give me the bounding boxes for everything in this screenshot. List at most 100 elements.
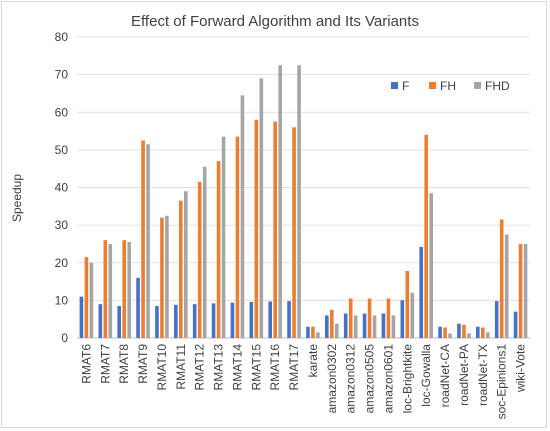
bars-group bbox=[79, 65, 528, 339]
x-tick-label: RMAT10 bbox=[155, 344, 169, 391]
bar-f-rmat6 bbox=[79, 296, 84, 338]
bar-f-roadnet-pa bbox=[457, 323, 461, 338]
gridlines bbox=[77, 36, 530, 339]
x-tick-label: RMAT9 bbox=[136, 344, 150, 384]
bar-fh-loc-gowalla bbox=[424, 134, 428, 338]
bar-fhd-rmat6 bbox=[89, 262, 94, 338]
bar-f-loc-brightkite bbox=[400, 300, 405, 338]
bar-fh-rmat10 bbox=[160, 217, 164, 338]
x-tick-label: soc-Epinions1 bbox=[495, 344, 509, 420]
y-tick-label: 30 bbox=[55, 218, 69, 232]
y-tick-label: 40 bbox=[55, 181, 69, 195]
x-tick-label: roadNet-TX bbox=[476, 344, 490, 406]
x-tick-label: amazon0302 bbox=[325, 344, 339, 414]
bar-f-roadnet-ca bbox=[438, 326, 442, 338]
bar-fhd-soc-epinions1 bbox=[504, 234, 509, 338]
bar-fh-wiki-vote bbox=[518, 243, 523, 338]
bar-fhd-amazon0505 bbox=[372, 315, 377, 338]
bar-fhd-roadnet-ca bbox=[448, 333, 452, 338]
x-tick-label: RMAT8 bbox=[117, 344, 131, 384]
bar-fhd-amazon0312 bbox=[353, 315, 358, 338]
legend-swatch-f bbox=[391, 82, 398, 89]
bar-fhd-karate bbox=[316, 332, 320, 338]
bar-fhd-rmat7 bbox=[108, 243, 113, 338]
bar-f-rmat16 bbox=[268, 301, 272, 338]
y-tick-label: 50 bbox=[55, 143, 69, 157]
bar-fh-loc-brightkite bbox=[405, 271, 410, 338]
y-tick-label: 80 bbox=[55, 30, 69, 44]
bar-fh-rmat7 bbox=[103, 240, 108, 338]
chart-title: Effect of Forward Algorithm and Its Vari… bbox=[131, 13, 419, 30]
bar-fh-amazon0312 bbox=[348, 298, 353, 338]
bar-f-amazon0312 bbox=[343, 313, 348, 338]
legend-swatch-fhd bbox=[474, 82, 481, 89]
x-tick-label: wiki-Vote bbox=[514, 344, 528, 393]
y-tick-label: 70 bbox=[55, 68, 69, 82]
x-tick-label: RMAT16 bbox=[268, 344, 282, 391]
bar-fh-rmat12 bbox=[197, 181, 202, 338]
bar-fhd-roadnet-pa bbox=[467, 333, 471, 338]
bar-fh-rmat16 bbox=[273, 121, 277, 338]
bar-fh-rmat11 bbox=[179, 200, 183, 338]
x-tick-label: RMAT17 bbox=[287, 344, 301, 391]
x-tick-label: roadNet-PA bbox=[457, 344, 471, 406]
legend-label-fh: FH bbox=[440, 79, 456, 93]
bar-fhd-rmat11 bbox=[184, 191, 188, 338]
legend: F FH FHD bbox=[391, 79, 510, 93]
bar-fhd-rmat17 bbox=[297, 65, 301, 338]
legend-swatch-fh bbox=[429, 82, 436, 89]
x-tick-label: loc-Brightkite bbox=[400, 344, 414, 414]
bar-fh-rmat9 bbox=[141, 140, 145, 338]
bar-fhd-rmat13 bbox=[221, 136, 226, 338]
y-tick-labels: 0 10 20 30 40 50 60 70 80 bbox=[55, 30, 69, 345]
bar-fhd-rmat15 bbox=[259, 78, 264, 338]
bar-f-rmat7 bbox=[98, 304, 103, 338]
bar-fh-roadnet-pa bbox=[462, 324, 466, 338]
bar-fh-soc-epinions1 bbox=[499, 219, 504, 338]
x-tick-label: RMAT12 bbox=[193, 344, 207, 391]
x-tick-label: karate bbox=[306, 344, 320, 378]
x-tick-label: RMAT6 bbox=[79, 344, 93, 384]
bar-f-rmat8 bbox=[117, 306, 121, 338]
bar-fh-amazon0302 bbox=[330, 309, 334, 338]
bar-fhd-rmat10 bbox=[165, 215, 169, 338]
bar-fhd-rmat9 bbox=[146, 144, 150, 338]
y-tick-label: 20 bbox=[55, 256, 69, 270]
x-tick-label: RMAT13 bbox=[212, 344, 226, 391]
bar-fh-rmat13 bbox=[216, 161, 221, 338]
x-tick-label: RMAT14 bbox=[230, 344, 244, 391]
bar-f-roadnet-tx bbox=[476, 326, 480, 338]
y-tick-label: 60 bbox=[55, 105, 69, 119]
bar-fhd-loc-gowalla bbox=[429, 193, 433, 338]
bar-f-karate bbox=[306, 326, 310, 338]
legend-label-f: F bbox=[402, 79, 409, 93]
y-tick-label: 0 bbox=[61, 331, 68, 345]
bar-fh-rmat17 bbox=[292, 127, 296, 338]
bar-fh-karate bbox=[311, 326, 315, 338]
bar-f-rmat9 bbox=[136, 277, 140, 338]
bar-fh-rmat14 bbox=[235, 136, 240, 338]
x-tick-label: amazon0601 bbox=[381, 344, 395, 414]
bar-fhd-rmat14 bbox=[240, 95, 245, 338]
bar-fh-rmat8 bbox=[122, 240, 126, 338]
bar-fhd-rmat12 bbox=[202, 166, 207, 338]
bar-f-rmat15 bbox=[249, 301, 254, 338]
bar-f-rmat10 bbox=[155, 306, 159, 338]
x-tick-label: RMAT15 bbox=[249, 344, 263, 391]
bar-fhd-amazon0601 bbox=[391, 315, 396, 338]
bar-f-amazon0302 bbox=[325, 315, 329, 338]
bar-f-loc-gowalla bbox=[419, 246, 423, 338]
bar-fh-amazon0505 bbox=[367, 298, 372, 338]
bar-fhd-rmat8 bbox=[127, 242, 131, 338]
bar-fh-rmat15 bbox=[254, 119, 259, 339]
bar-f-wiki-vote bbox=[513, 311, 518, 338]
bar-fh-amazon0601 bbox=[386, 298, 391, 338]
bar-f-rmat13 bbox=[211, 303, 216, 338]
x-tick-labels: RMAT6 RMAT7 RMAT8 RMAT9 RMAT10 RMAT11 RMAT12 RM… bbox=[79, 344, 527, 420]
bar-f-amazon0505 bbox=[362, 313, 367, 338]
y-axis-label: Speedup bbox=[10, 174, 24, 222]
x-tick-label: roadNet-CA bbox=[438, 344, 452, 407]
bar-f-amazon0601 bbox=[381, 313, 386, 338]
y-tick-label: 10 bbox=[55, 293, 69, 307]
